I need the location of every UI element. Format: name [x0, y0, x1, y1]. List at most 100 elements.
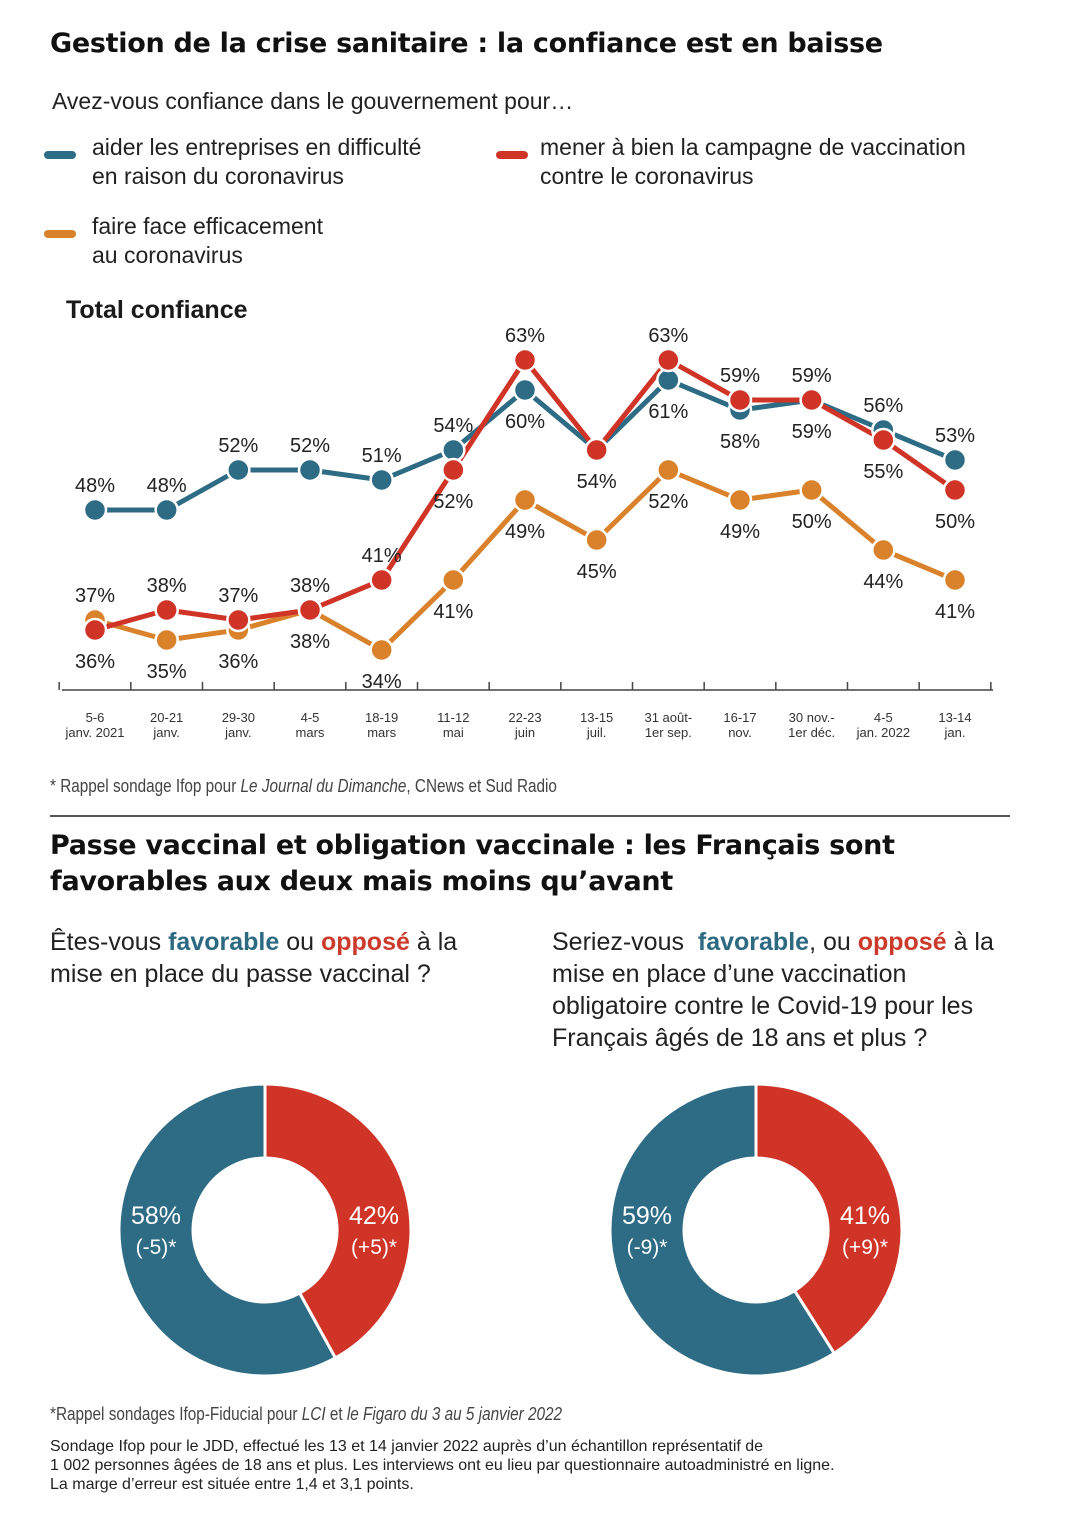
source-note-2: *Rappel sondages Ifop-Fiducial pour LCI …	[50, 1404, 562, 1425]
favorable-word: favorable	[168, 928, 280, 956]
question-pass: Êtes-vous favorable ou opposé à la mise …	[50, 926, 470, 990]
slice-value-label: 41%	[840, 1202, 890, 1230]
section-title: Passe vaccinal et obligation vaccinale :…	[50, 828, 895, 900]
donut-slice	[118, 1083, 338, 1377]
slice-change-label: (-5)*	[136, 1236, 177, 1259]
data-label: 51%	[362, 445, 402, 467]
favorable-word: favorable	[697, 928, 810, 956]
data-point	[512, 487, 538, 513]
data-label: 37%	[75, 585, 115, 607]
data-point	[441, 567, 466, 593]
data-label: 34%	[362, 671, 402, 693]
data-label: 50%	[935, 511, 975, 533]
data-label: 38%	[290, 575, 330, 597]
x-tick-label: 18-19 mars	[365, 710, 398, 740]
legend-swatch-orange	[44, 230, 76, 238]
data-label: 36%	[218, 651, 258, 673]
data-label: 50%	[792, 511, 832, 533]
data-label: 52%	[218, 435, 258, 457]
data-label: 54%	[577, 471, 617, 493]
note-text: et	[325, 1404, 347, 1424]
data-label: 52%	[433, 491, 473, 513]
data-point	[369, 637, 394, 663]
slice-value-label: 59%	[622, 1202, 672, 1230]
section-title-line: favorables aux deux mais moins qu’avant	[50, 866, 673, 897]
x-tick-label: 29-30 janv.	[222, 710, 255, 740]
footer-line: Sondage Ifop pour le JDD, effectué les 1…	[50, 1438, 764, 1455]
data-label: 59%	[792, 365, 832, 387]
page-title: Gestion de la crise sanitaire : la confi…	[50, 28, 883, 59]
data-label: 35%	[147, 661, 187, 683]
donut-chart-pass: 58% (-5)* 42% (+5)*	[118, 1083, 412, 1377]
data-point	[871, 427, 896, 453]
oppose-word: opposé	[857, 928, 947, 956]
data-point	[584, 437, 609, 463]
data-label: 37%	[218, 585, 258, 607]
data-label: 48%	[75, 475, 115, 497]
data-label: 58%	[720, 431, 760, 453]
data-label: 60%	[505, 411, 545, 433]
data-point	[727, 487, 753, 513]
data-point	[942, 447, 968, 473]
x-tick-label: 4-5 mars	[296, 710, 325, 740]
data-point	[942, 477, 968, 503]
data-point	[154, 627, 179, 653]
legend-item-blue: aider les entreprises en difficulté en r…	[92, 133, 421, 191]
data-point	[154, 597, 179, 623]
note-journal: Le Journal du Dimanche	[240, 776, 407, 796]
data-label: 52%	[290, 435, 330, 457]
data-point	[584, 527, 609, 553]
note-figaro: le Figaro du 3 au 5 janvier 2022	[346, 1404, 563, 1424]
methodology-footer: Sondage Ifop pour le JDD, effectué les 1…	[50, 1437, 835, 1494]
data-label: 61%	[648, 401, 688, 423]
data-label: 44%	[863, 571, 903, 593]
data-label: 56%	[863, 395, 903, 417]
data-label: 55%	[863, 461, 903, 483]
slice-change-label: (+5)*	[351, 1236, 397, 1259]
source-note: * Rappel sondage Ifop pour Le Journal du…	[50, 776, 557, 797]
x-tick-label: 30 nov.-1er déc.	[788, 710, 835, 740]
legend-swatch-red	[496, 151, 528, 159]
data-point	[441, 437, 466, 463]
data-label: 48%	[147, 475, 187, 497]
question-text: à la mise en place d’une vaccination obl…	[552, 928, 994, 1052]
data-label: 41%	[935, 601, 975, 623]
oppose-word: opposé	[320, 928, 410, 956]
data-point	[154, 497, 179, 523]
data-label: 36%	[75, 651, 115, 673]
data-point	[799, 387, 824, 413]
slice-value-label: 58%	[131, 1202, 181, 1230]
legend-text: au coronavirus	[92, 242, 243, 268]
x-tick-label: 31 août-1er sep.	[644, 710, 692, 740]
note-lci: LCI	[301, 1404, 326, 1424]
data-point	[656, 347, 681, 373]
data-point	[871, 537, 896, 563]
legend-text: aider les entreprises en difficulté	[92, 134, 422, 160]
note-text: *Rappel sondages Ifop-Fiducial pour	[50, 1404, 302, 1424]
data-point	[297, 457, 323, 483]
data-point	[942, 567, 968, 593]
chart-question: Avez-vous confiance dans le gouvernement…	[52, 88, 574, 114]
note-text: , CNews et Sud Radio	[406, 776, 557, 796]
legend-text: contre le coronavirus	[540, 163, 754, 189]
slice-change-label: (-9)*	[627, 1236, 668, 1259]
data-label: 41%	[362, 545, 402, 567]
question-text: Êtes-vous	[50, 928, 169, 956]
section-divider	[50, 815, 1010, 817]
data-point	[369, 467, 394, 493]
donut-slice	[263, 1083, 412, 1360]
data-label: 49%	[720, 521, 760, 543]
data-label: 63%	[505, 325, 545, 347]
x-tick-label: 5-6 janv. 2021	[64, 710, 124, 740]
data-point	[226, 457, 251, 483]
data-point	[799, 477, 824, 503]
legend-text: faire face efficacement	[92, 213, 323, 239]
data-label: 38%	[147, 575, 187, 597]
legend-item-red: mener à bien la campagne de vaccination …	[540, 133, 966, 191]
x-tick-label: 13-15 juil.	[580, 710, 613, 740]
data-point	[512, 347, 538, 373]
question-vaccination: Seriez-vous favorable, ou opposé à la mi…	[552, 926, 1022, 1054]
donut-slice	[754, 1083, 903, 1356]
x-tick-label: 20-21 janv.	[150, 710, 183, 740]
data-label: 54%	[433, 415, 473, 437]
